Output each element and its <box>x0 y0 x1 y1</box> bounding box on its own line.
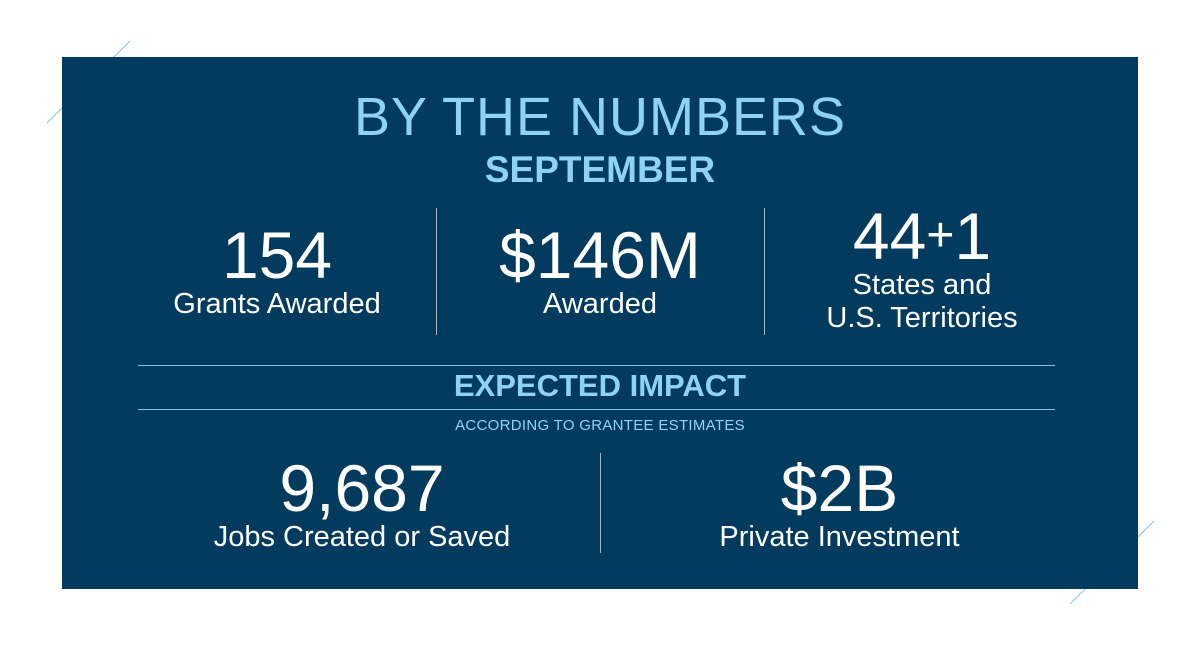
stat-awarded-value: $146M <box>499 218 701 292</box>
stat-jobs: 9,687 Jobs Created or Saved <box>172 455 552 554</box>
panel-title: BY THE NUMBERS <box>353 87 847 147</box>
impact-rule-top <box>138 365 1055 366</box>
plus-sign: + <box>926 209 955 262</box>
stat-grants-value: 154 <box>221 218 333 292</box>
stat-investment-label: Private Investment <box>719 521 960 553</box>
impact-note: ACCORDING TO GRANTEE ESTIMATES <box>455 417 745 434</box>
stat-jobs-value: 9,687 <box>279 451 445 525</box>
stat-states-label-line2: U.S. Territories <box>826 302 1018 334</box>
stat-awarded: $146M Awarded <box>440 222 760 321</box>
stat-awarded-label: Awarded <box>543 288 657 320</box>
numbers-panel: BY THE NUMBERS SEPTEMBER 154 Grants Awar… <box>62 57 1138 589</box>
stat-investment: $2B Private Investment <box>642 455 1037 554</box>
impact-heading: EXPECTED IMPACT <box>453 368 747 403</box>
impact-rule-bottom <box>138 409 1055 410</box>
stat-states-extra: 1 <box>954 199 992 273</box>
divider-1 <box>436 208 437 335</box>
stat-states: 44+1 States and U.S. Territories <box>772 203 1072 335</box>
stat-grants-label: Grants Awarded <box>173 288 381 320</box>
stat-states-main: 44 <box>852 199 927 273</box>
period-label: SEPTEMBER <box>484 149 716 190</box>
stat-states-value: 44+1 <box>772 203 1072 269</box>
divider-2 <box>764 208 765 335</box>
divider-3 <box>600 453 601 553</box>
stat-grants: 154 Grants Awarded <box>138 222 416 321</box>
stat-states-label-line1: States and <box>852 269 992 301</box>
stat-jobs-label: Jobs Created or Saved <box>213 521 511 553</box>
stat-investment-value: $2B <box>780 451 899 525</box>
